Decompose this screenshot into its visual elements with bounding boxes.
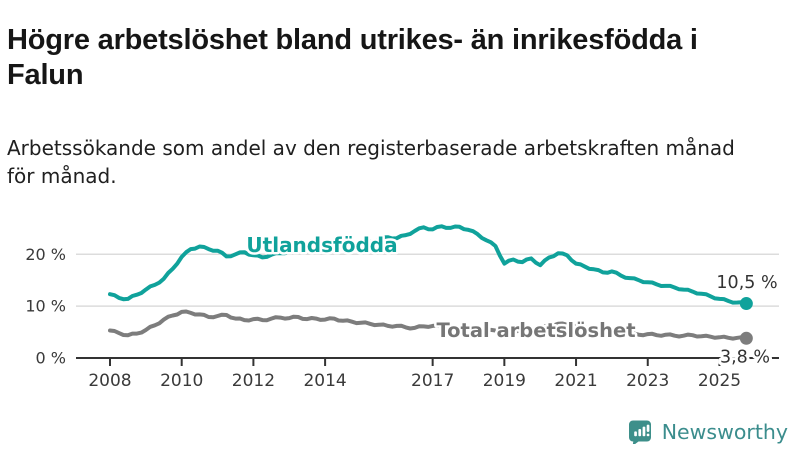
series-line-utlandsfodda (108, 224, 749, 306)
series-end-dot-utlandsfodda (739, 297, 753, 311)
y-tick-label-0: 0 % (36, 349, 66, 368)
page-title-line1: Högre arbetslöshet bland utrikes- än inr… (7, 24, 698, 57)
series-end-dot-total-arbetsloshet (739, 331, 753, 345)
y-tick-label-10: 10 % (25, 297, 66, 316)
chart-subtitle-line1: Arbetssökande som andel av den registerb… (7, 136, 735, 160)
x-tick-label-2014: 2014 (303, 371, 346, 391)
chart-subtitle: Arbetssökande som andel av den registerb… (7, 134, 797, 191)
x-tick-label-2010: 2010 (160, 371, 203, 391)
series-label-utlandsfodda: Utlandsfödda (246, 233, 397, 257)
end-value-label-utlandsfodda: 10,5 % (716, 273, 777, 293)
x-tick-label-2012: 2012 (232, 371, 275, 391)
x-tick-label-2019: 2019 (483, 371, 526, 391)
end-value-label-total-arbetsloshet: 3,8 % (720, 348, 770, 368)
newsworthy-wordmark: Newsworthy (661, 419, 788, 444)
x-tick-label-2017: 2017 (411, 371, 454, 391)
x-tick-label-2025: 2025 (698, 371, 741, 391)
bar-chart-speech-bubble-icon (628, 420, 651, 444)
x-tick-label-2023: 2023 (626, 371, 669, 391)
y-tick-label-20: 20 % (25, 245, 66, 264)
chart-subtitle-line2: för månad. (7, 164, 117, 189)
series-line-total-arbetsloshet (108, 309, 749, 341)
page-title-line2: Falun (7, 59, 84, 92)
x-tick-label-2008: 2008 (88, 371, 131, 391)
x-tick-label-2021: 2021 (554, 371, 597, 391)
newsworthy-logo[interactable]: Newsworthy (628, 419, 788, 444)
series-label-total-arbetsloshet: Total arbetslöshet (436, 319, 635, 342)
page-title: Högre arbetslöshet bland utrikes- än inr… (7, 23, 797, 93)
